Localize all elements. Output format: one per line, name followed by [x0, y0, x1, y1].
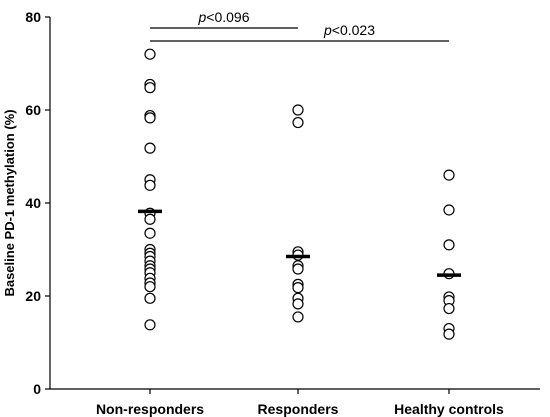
data-point: [443, 204, 455, 216]
y-axis-ticks: 0 20 40 60 80: [25, 9, 50, 397]
data-point: [292, 104, 304, 116]
axes: [49, 17, 540, 390]
y-tick-label: 80: [25, 9, 41, 25]
y-axis-label: Baseline PD-1 methylation (%): [2, 109, 17, 296]
data-point: [443, 328, 455, 340]
data-point: [443, 169, 455, 181]
p-value-label: p<0.096: [197, 9, 249, 25]
data-point: [144, 227, 156, 239]
data-point: [292, 282, 304, 294]
data-point: [144, 48, 156, 60]
data-point: [144, 213, 156, 225]
x-tick-label: Healthy controls: [394, 401, 504, 417]
data-point: [144, 319, 156, 331]
data-point: [292, 116, 304, 129]
data-point: [144, 281, 156, 293]
data-point: [144, 112, 156, 124]
data-point: [292, 263, 304, 275]
data-point: [292, 311, 304, 323]
data-point: [144, 179, 156, 191]
y-tick-label: 20: [25, 288, 41, 304]
data-point: [144, 142, 156, 154]
significance-brackets: p<0.096 p<0.023: [150, 9, 449, 42]
x-tick-label: Non-responders: [96, 401, 204, 417]
median-bars: [138, 209, 461, 277]
data-point: [443, 239, 455, 251]
x-tick-label: Responders: [258, 401, 339, 417]
data-point: [144, 82, 156, 94]
data-point: [443, 302, 455, 315]
y-tick-label: 60: [25, 102, 41, 118]
x-axis-ticks: Non-responders Responders Healthy controls: [96, 389, 504, 417]
data-point: [292, 298, 304, 310]
data-point: [144, 292, 156, 304]
y-tick-label: 0: [33, 381, 41, 397]
p-value-label: p<0.023: [323, 22, 375, 38]
y-tick-label: 40: [25, 195, 41, 211]
data-points: [144, 48, 455, 340]
